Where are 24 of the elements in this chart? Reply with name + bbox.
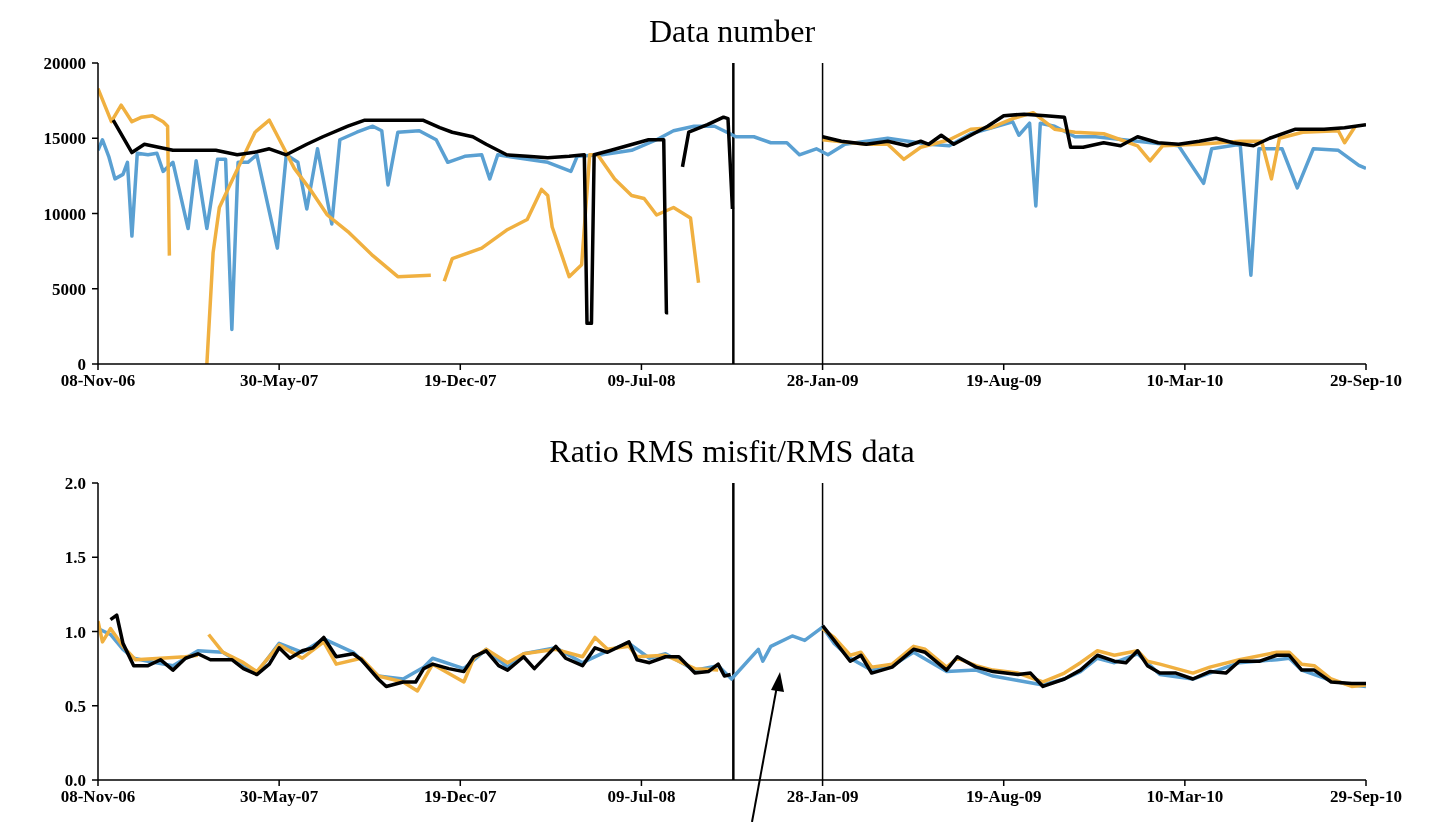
x-tick-label: 19-Aug-09	[965, 371, 1042, 391]
chart-title: Data number	[648, 13, 816, 49]
y-tick-label: 0.5	[64, 696, 86, 716]
x-tick-label: 09-Jul-08	[607, 787, 676, 807]
chart-title: Ratio RMS misfit/RMS data	[549, 433, 915, 469]
y-tick-label: 1.0	[64, 622, 86, 642]
y-tick-label: 20000	[43, 54, 86, 74]
x-tick-label: 28-Jan-09	[786, 787, 859, 807]
y-tick-label: 1.5	[64, 548, 86, 568]
x-tick-label: 19-Dec-07	[423, 371, 498, 391]
y-tick-label: 2.0	[64, 474, 86, 494]
x-tick-label: 19-Dec-07	[423, 787, 498, 807]
y-tick-label: 15000	[43, 129, 86, 149]
x-tick-label: 30-May-07	[239, 787, 319, 807]
x-tick-label: 28-Jan-09	[786, 371, 859, 391]
x-tick-label: 29-Sep-10	[1330, 371, 1402, 391]
x-tick-label: 10-Mar-10	[1146, 787, 1224, 807]
x-tick-label: 09-Jul-08	[607, 371, 676, 391]
y-tick-label: 10000	[43, 204, 86, 224]
x-tick-label: 30-May-07	[239, 371, 319, 391]
y-tick-label: 5000	[52, 279, 86, 299]
x-tick-label: 10-Mar-10	[1146, 371, 1224, 391]
x-tick-label: 29-Sep-10	[1330, 787, 1402, 807]
x-tick-label: 19-Aug-09	[965, 787, 1042, 807]
